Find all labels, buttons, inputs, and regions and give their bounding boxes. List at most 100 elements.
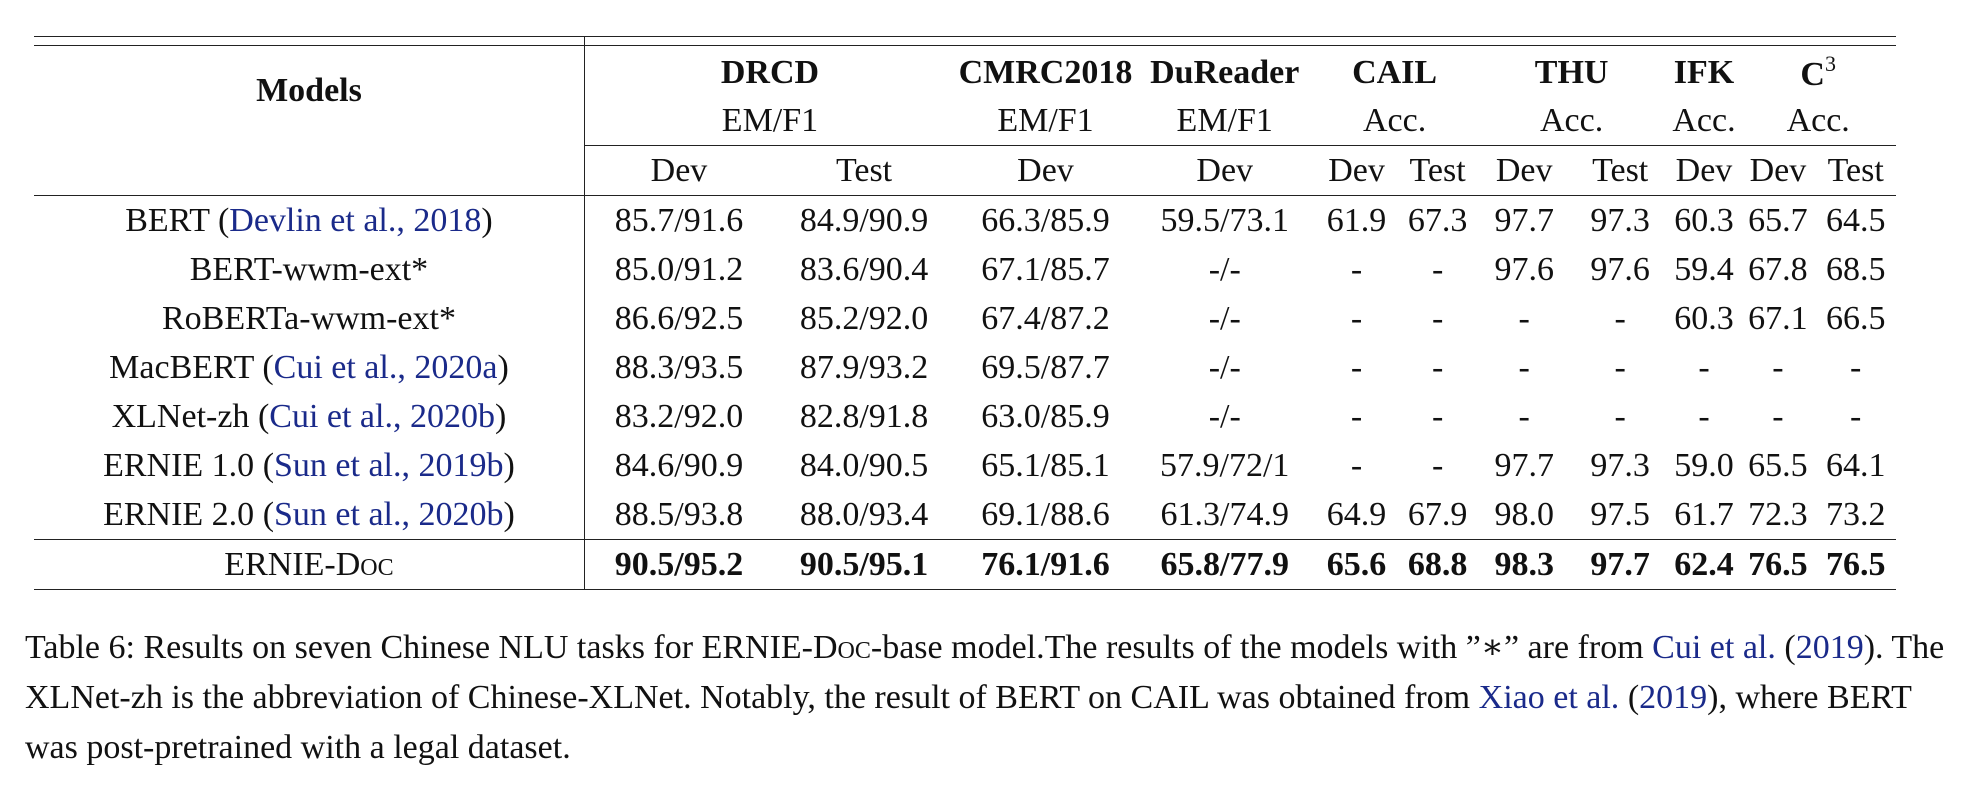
citation-open-paren: ( — [249, 397, 270, 435]
split-header-dureader-dev: Dev — [1135, 145, 1314, 196]
caption-citation-cui-name[interactable]: Cui et al. — [1652, 629, 1776, 666]
table-cell: 88.0/93.4 — [799, 495, 929, 533]
table-cell: 69.1/88.6 — [981, 495, 1110, 533]
model-citation-link[interactable]: Sun et al., 2019b — [274, 446, 504, 484]
table-cell: - — [1431, 250, 1444, 288]
table-cell: 97.6 — [1494, 250, 1554, 288]
table-top-double-rule — [34, 36, 1896, 46]
table-cell: 97.5 — [1590, 495, 1650, 533]
citation-open-paren: ( — [254, 446, 275, 484]
dataset-header-c3: C3 — [1740, 36, 1896, 97]
table-cell: 60.3 — [1674, 201, 1734, 239]
table-row: RoBERTa-wwm-ext* 86.6/92.5 85.2/92.0 67.4/8… — [34, 294, 1896, 343]
table-cell-best: 76.5 — [1740, 539, 1816, 590]
table-cell: 73.2 — [1825, 495, 1886, 533]
model-name: ERNIE 2.0 — [103, 495, 255, 533]
table-row: ERNIE 1.0 (Sun et al., 2019b) 84.6/90.9 84… — [34, 441, 1896, 490]
table-cell: 65.1/85.1 — [981, 446, 1110, 484]
table-cell-best: 68.8 — [1399, 539, 1476, 590]
split-header-cail-test: Test — [1399, 145, 1476, 196]
table-cell: 61.7 — [1674, 495, 1734, 533]
table-cell: - — [1614, 397, 1626, 435]
table-cell: 83.2/92.0 — [614, 397, 744, 435]
caption-smallcaps-doc: Doc — [812, 629, 871, 666]
caption-text-3: The XLNet-zh is the abbreviation of Chin… — [25, 629, 1945, 716]
table-cell: - — [1698, 348, 1710, 386]
table-cell: 69.5/87.7 — [981, 348, 1110, 386]
model-citation-link[interactable]: Cui et al., 2020b — [269, 397, 495, 435]
table-cell: 67.8 — [1748, 250, 1808, 288]
table-cell: -/- — [1208, 397, 1241, 435]
caption-citation-xiao-year[interactable]: 2019 — [1639, 679, 1708, 716]
caption-citation-cui-open: ( — [1775, 629, 1796, 666]
citation-open-paren: ( — [253, 348, 274, 386]
table-cell: - — [1614, 299, 1626, 337]
table-cell: 65.7 — [1748, 201, 1808, 239]
metric-header-drcd: EM/F1 — [584, 97, 956, 146]
table-cell: - — [1614, 348, 1626, 386]
table-cell: - — [1431, 397, 1444, 435]
table-cell: 87.9/93.2 — [799, 348, 929, 386]
metric-header-cail: Acc. — [1313, 97, 1476, 146]
table-row: ERNIE 2.0 (Sun et al., 2020b) 88.5/93.8 88… — [34, 490, 1896, 540]
split-header-thu-test: Test — [1572, 145, 1668, 196]
table-cell: - — [1431, 299, 1444, 337]
table-cell: 83.6/90.4 — [799, 250, 929, 288]
table-cell: 67.4/87.2 — [981, 299, 1110, 337]
table-cell: 85.0/91.2 — [614, 250, 744, 288]
table-cell: 72.3 — [1748, 495, 1808, 533]
caption-citation-xiao-name[interactable]: Xiao et al. — [1478, 679, 1620, 716]
table-cell: -/- — [1208, 299, 1241, 337]
table-cell-best: 65.8/77.9 — [1135, 539, 1314, 590]
table-cell: 60.3 — [1674, 299, 1734, 337]
table-cell: 85.7/91.6 — [614, 201, 744, 239]
table-cell: 67.1 — [1748, 299, 1808, 337]
dataset-header-cmrc2018: CMRC2018 — [958, 53, 1133, 91]
table-cell: - — [1518, 299, 1530, 337]
table-cell: 57.9/72/1 — [1160, 446, 1290, 484]
split-header-thu-dev: Dev — [1475, 145, 1573, 196]
table-cell: 64.5 — [1825, 201, 1886, 239]
table-cell: 64.9 — [1326, 495, 1387, 533]
table-cell: 97.3 — [1590, 446, 1650, 484]
table-cell: 66.3/85.9 — [981, 201, 1110, 239]
model-name: BERT — [125, 201, 210, 239]
table-cell: 61.9 — [1326, 201, 1387, 239]
table-row: XLNet-zh (Cui et al., 2020b) 83.2/92.0 82.… — [34, 392, 1896, 441]
caption-citation-cui-year[interactable]: 2019 — [1795, 629, 1864, 666]
model-name-cell: RoBERTa-wwm-ext* — [34, 294, 585, 343]
metric-header-ifk: Acc. — [1667, 97, 1741, 146]
table-cell: 59.0 — [1674, 446, 1734, 484]
model-citation-link[interactable]: Sun et al., 2020b — [274, 495, 504, 533]
results-table: Models DRCD CMRC2018 DuReader CAIL THU I… — [34, 36, 1896, 590]
table-cell: 59.5/73.1 — [1160, 201, 1289, 239]
table-cell: 66.5 — [1825, 299, 1886, 337]
table-cell: - — [1698, 397, 1710, 435]
split-header-ifk-dev: Dev — [1667, 145, 1741, 196]
table-cell: 68.5 — [1825, 250, 1886, 288]
table-row-ernie-doc: ERNIE-Doc 90.5/95.2 90.5/95.1 76.1/91.6 65.… — [34, 539, 1896, 590]
table-cell-best: 76.5 — [1815, 539, 1896, 590]
model-name-cell: XLNet-zh (Cui et al., 2020b) — [34, 392, 585, 441]
dataset-header-c3-sup: 3 — [1824, 51, 1836, 76]
table-cell: 67.3 — [1407, 201, 1468, 239]
metric-header-dureader: EM/F1 — [1135, 97, 1314, 146]
model-citation-link[interactable]: Cui et al., 2020a — [273, 348, 498, 386]
table-cell-best: 90.5/95.2 — [584, 539, 774, 590]
table-row: BERT-wwm-ext* 85.0/91.2 83.6/90.4 67.1/85.7… — [34, 245, 1896, 294]
model-citation-link[interactable]: Devlin et al., 2018 — [229, 201, 482, 239]
results-table-container: Models DRCD CMRC2018 DuReader CAIL THU I… — [34, 36, 1896, 590]
dataset-header-drcd: DRCD — [720, 53, 820, 91]
split-header-cmrc2018-dev: Dev — [955, 145, 1136, 196]
model-name: MacBERT — [109, 348, 254, 386]
split-header-drcd-test: Test — [773, 145, 956, 196]
table-cell: 84.6/90.9 — [614, 446, 744, 484]
caption-citation-xiao-open: ( — [1619, 679, 1640, 716]
table-cell: 88.5/93.8 — [614, 495, 744, 533]
model-name-cell: ERNIE 1.0 (Sun et al., 2019b) — [34, 441, 585, 490]
table-cell-best: 65.6 — [1313, 539, 1400, 590]
model-name: RoBERTa-wwm-ext* — [161, 299, 456, 337]
caption-citation-cui-close: ). — [1863, 629, 1884, 666]
citation-open-paren: ( — [254, 495, 275, 533]
citation-open-paren: ( — [209, 201, 230, 239]
